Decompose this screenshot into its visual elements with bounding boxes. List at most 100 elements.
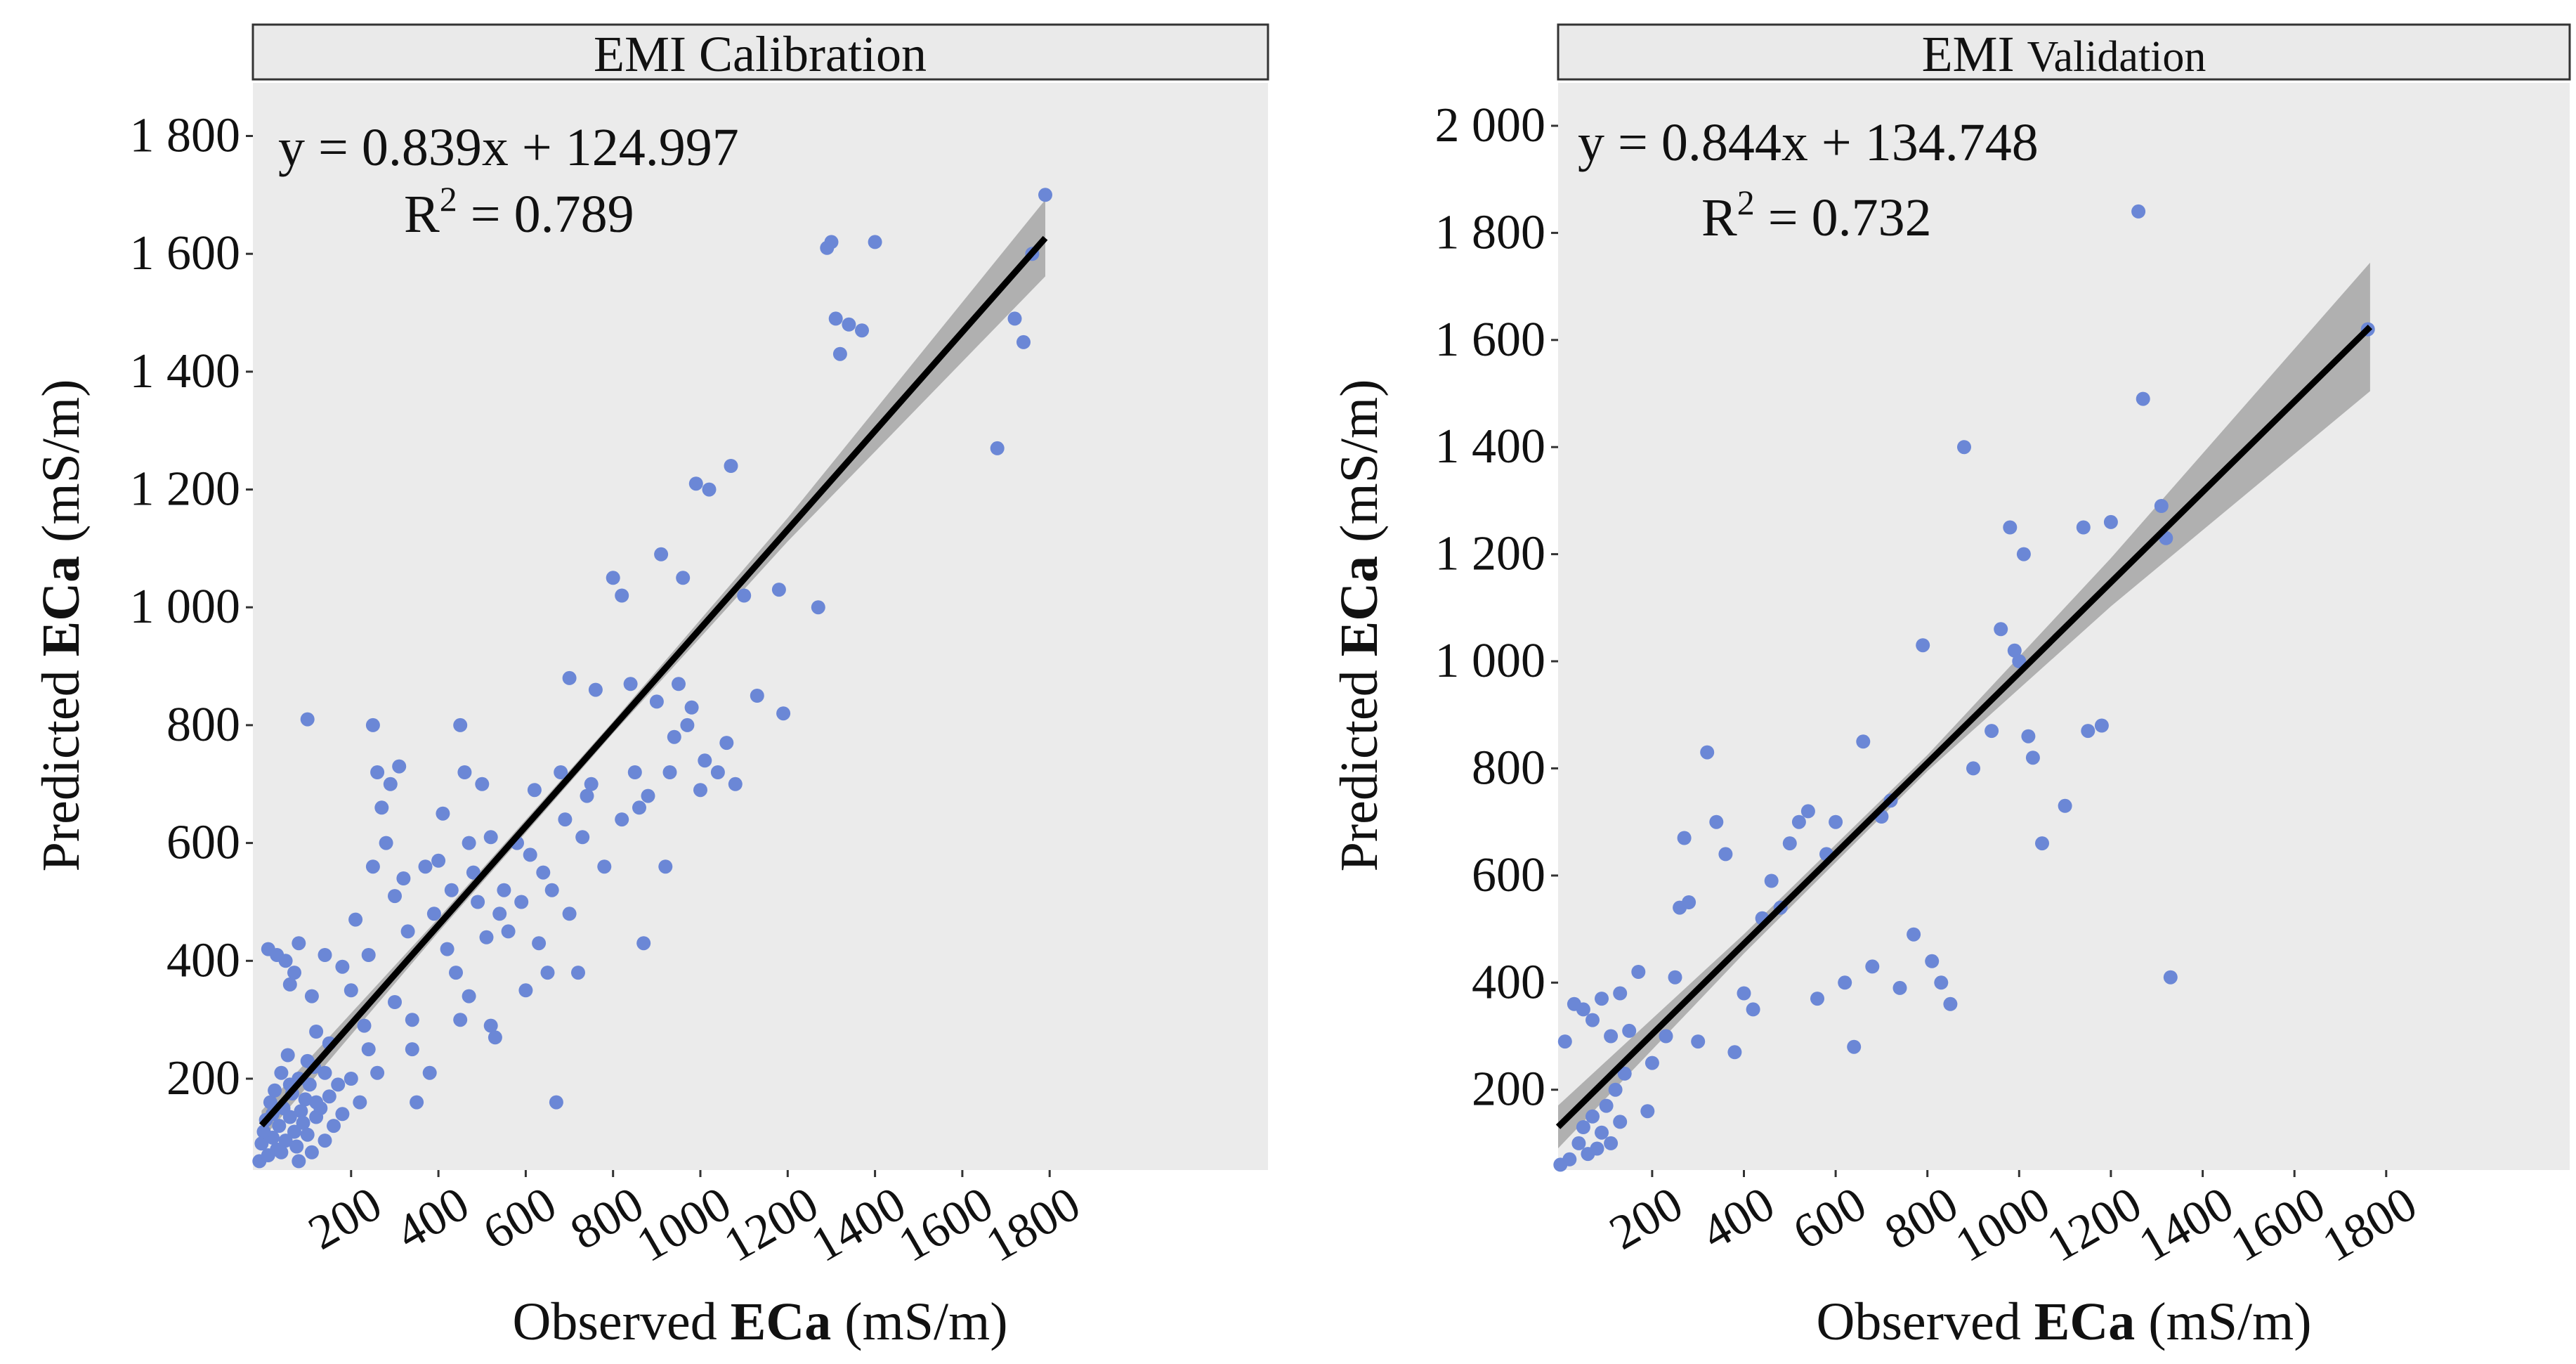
calibration-data-point: [300, 712, 315, 727]
calibration-regression-line: [259, 235, 1048, 1128]
calibration-data-point: [615, 588, 629, 603]
validation-y-tick-label: 1 800: [1435, 205, 1546, 259]
validation-data-point: [1737, 986, 1751, 1001]
calibration-data-point: [322, 1089, 336, 1104]
validation-regression-line: [1555, 324, 2373, 1129]
calibration-data-point: [990, 441, 1005, 455]
calibration-data-point: [649, 694, 664, 709]
validation-data-point: [1829, 814, 1843, 829]
calibration-data-point: [418, 859, 433, 874]
calibration-data-point: [654, 547, 669, 561]
calibration-y-tick-label: 200: [166, 1051, 240, 1105]
validation-y-axis-title: Predicted ECa (mS/m): [1330, 379, 1389, 872]
validation-equation: y = 0.844x + 134.748: [1578, 113, 2039, 172]
calibration-data-point: [684, 700, 699, 715]
calibration-title: EMI Calibration: [594, 26, 927, 82]
calibration-data-point: [575, 830, 590, 845]
validation-data-point: [1994, 622, 2008, 637]
calibration-data-point: [724, 459, 738, 473]
calibration-data-point: [287, 1124, 301, 1139]
calibration-data-point: [353, 1095, 367, 1110]
validation-data-point: [1613, 1115, 1628, 1129]
validation-data-point: [1892, 980, 1907, 995]
validation-data-point: [1576, 1120, 1590, 1134]
calibration-data-point: [431, 853, 446, 868]
calibration-data-point: [335, 1107, 350, 1122]
calibration-data-point: [304, 1145, 319, 1160]
calibration-data-point: [536, 865, 551, 880]
validation-data-point: [1934, 975, 1949, 990]
validation-data-point: [1838, 975, 1852, 990]
calibration-data-point: [667, 729, 681, 744]
calibration-data-point: [698, 753, 712, 768]
calibration-data-point: [497, 883, 511, 897]
calibration-data-point: [523, 847, 537, 862]
calibration-data-point: [422, 1065, 437, 1080]
calibration-data-point: [693, 783, 707, 798]
calibration-data-point: [832, 346, 847, 361]
calibration-data-point: [426, 907, 441, 921]
calibration-data-point: [300, 1053, 315, 1068]
calibration-data-point: [544, 883, 559, 897]
calibration-data-point: [771, 583, 786, 597]
validation-y-tick-label: 600: [1472, 848, 1545, 902]
calibration-y-tick-label: 1 400: [130, 344, 241, 398]
calibration-y-tick-label: 1 800: [130, 109, 241, 163]
calibration-data-point: [737, 588, 752, 603]
calibration-x-tick-label: 600: [474, 1176, 565, 1260]
validation-data-point: [1595, 992, 1609, 1006]
calibration-data-point: [514, 895, 529, 909]
calibration-data-point: [263, 1095, 277, 1110]
calibration-data-point: [370, 765, 385, 779]
calibration-data-point: [776, 706, 791, 721]
validation-data-point: [1764, 873, 1779, 888]
calibration-x-tick-label: 1800: [977, 1176, 1090, 1273]
validation-data-point: [1595, 1125, 1609, 1140]
calibration-data-point: [1038, 188, 1052, 202]
validation-data-point: [1925, 954, 1940, 968]
validation-title: EMI Validation: [1922, 26, 2206, 82]
calibration-data-point: [462, 836, 476, 850]
validation-data-point: [1847, 1039, 1862, 1054]
validation-data-point: [1709, 814, 1724, 829]
calibration-data-point: [282, 1110, 297, 1124]
validation-data-point: [2021, 729, 2036, 743]
calibration-data-point: [540, 966, 555, 980]
calibration-data-point: [396, 871, 411, 885]
validation-data-point: [1622, 1023, 1637, 1038]
validation-data-point: [2035, 836, 2049, 851]
calibration-data-point: [405, 1042, 419, 1057]
calibration-data-point: [527, 783, 542, 798]
validation-data-point: [2131, 204, 2146, 219]
calibration-data-point: [400, 924, 415, 939]
validation-data-point: [1599, 1098, 1614, 1113]
calibration-data-point: [440, 942, 455, 956]
calibration-y-tick-label: 400: [166, 933, 240, 987]
validation-data-point: [1966, 761, 1980, 776]
calibration-y-tick-label: 1 000: [130, 580, 241, 634]
calibration-data-point: [365, 717, 380, 732]
validation-data-point: [1562, 1152, 1577, 1167]
validation-data-point: [1590, 1141, 1604, 1156]
calibration-data-point: [554, 765, 568, 779]
calibration-data-point: [444, 883, 459, 897]
calibration-data-point: [344, 1072, 358, 1086]
calibration-data-point: [532, 936, 547, 951]
validation-data-point: [1586, 1013, 1600, 1027]
calibration-data-point: [304, 989, 319, 1003]
validation-x-axis-title: Observed ECa (mS/m): [1816, 1292, 2311, 1351]
validation-data-point: [2058, 798, 2072, 813]
calibration-data-point: [457, 765, 472, 779]
calibration-y-tick-label: 1 200: [130, 462, 241, 517]
validation-y-tick-label: 800: [1472, 741, 1545, 795]
calibration-data-point: [388, 889, 402, 904]
validation-y-tick-label: 1 400: [1435, 420, 1546, 474]
calibration-data-point: [1007, 311, 1022, 326]
validation-data-point: [1586, 1109, 1600, 1124]
validation-data-point: [1856, 734, 1871, 749]
calibration-data-point: [388, 995, 402, 1009]
calibration-data-point: [636, 936, 651, 951]
calibration-data-point: [641, 788, 655, 803]
